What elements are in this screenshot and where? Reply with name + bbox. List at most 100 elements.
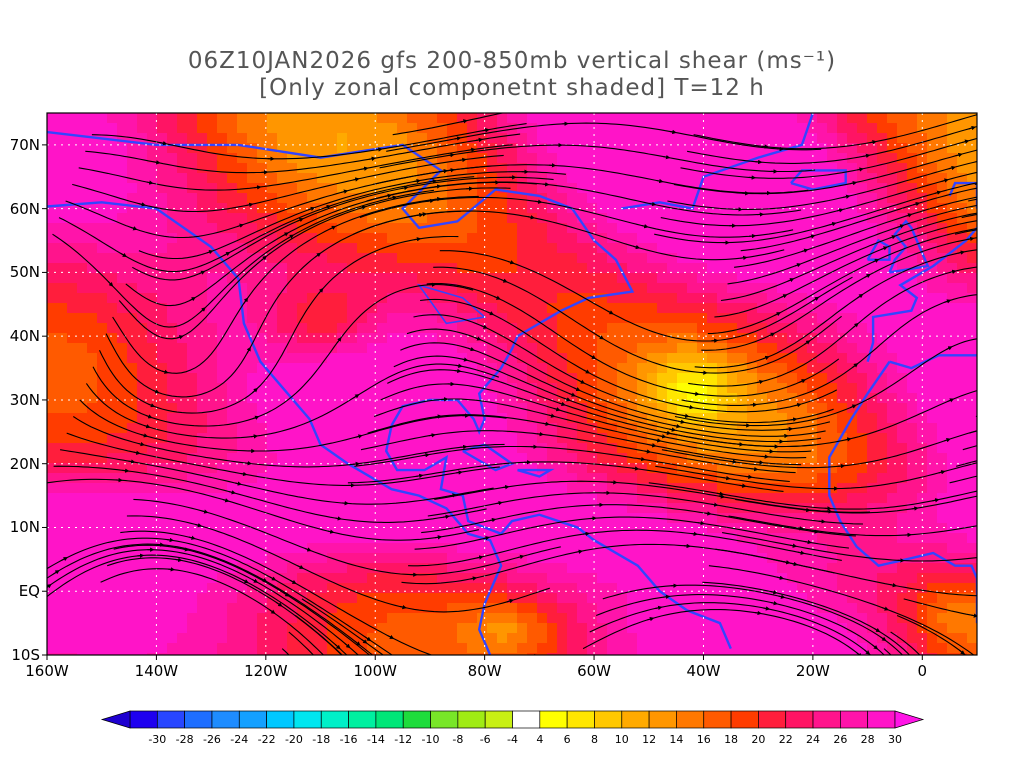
field-cell: [467, 263, 478, 274]
field-cell: [57, 273, 68, 284]
field-cell: [287, 603, 298, 614]
field-cell: [337, 393, 348, 404]
field-cell: [167, 373, 178, 384]
field-cell: [287, 583, 298, 594]
field-cell: [437, 293, 448, 304]
field-cell: [237, 483, 248, 494]
field-cell: [697, 553, 708, 564]
field-cell: [567, 353, 578, 364]
field-cell: [167, 543, 178, 554]
field-cell: [67, 133, 78, 144]
field-cell: [767, 223, 778, 234]
field-cell: [567, 223, 578, 234]
field-cell: [427, 243, 438, 254]
field-cell: [177, 313, 188, 324]
field-cell: [177, 273, 188, 284]
field-cell: [237, 113, 248, 124]
field-cell: [47, 613, 58, 624]
field-cell: [767, 383, 778, 394]
field-cell: [107, 393, 118, 404]
field-cell: [217, 543, 228, 554]
field-cell: [357, 563, 368, 574]
field-cell: [117, 453, 128, 464]
field-cell: [627, 113, 638, 124]
field-cell: [277, 293, 288, 304]
field-cell: [507, 213, 518, 224]
field-cell: [797, 163, 808, 174]
field-cell: [317, 323, 328, 334]
field-cell: [497, 413, 508, 424]
field-cell: [297, 163, 308, 174]
field-cell: [167, 163, 178, 174]
field-cell: [627, 473, 638, 484]
field-cell: [57, 383, 68, 394]
field-cell: [487, 203, 498, 214]
field-cell: [627, 563, 638, 574]
field-cell: [737, 393, 748, 404]
field-cell: [367, 503, 378, 514]
field-cell: [867, 223, 878, 234]
field-cell: [577, 513, 588, 524]
field-cell: [717, 333, 728, 344]
field-cell: [267, 353, 278, 364]
field-cell: [277, 603, 288, 614]
field-cell: [367, 563, 378, 574]
field-cell: [617, 273, 628, 284]
field-cell: [647, 333, 658, 344]
field-cell: [817, 493, 828, 504]
field-cell: [577, 243, 588, 254]
field-cell: [277, 433, 288, 444]
field-cell: [647, 383, 658, 394]
field-cell: [337, 173, 348, 184]
field-cell: [567, 603, 578, 614]
field-cell: [87, 253, 98, 264]
field-cell: [517, 193, 528, 204]
field-cell: [647, 173, 658, 184]
field-cell: [757, 133, 768, 144]
field-cell: [147, 153, 158, 164]
field-cell: [627, 123, 638, 134]
field-cell: [947, 443, 958, 454]
field-cell: [377, 303, 388, 314]
field-cell: [747, 423, 758, 434]
field-cell: [147, 163, 158, 174]
field-cell: [477, 333, 488, 344]
field-cell: [867, 473, 878, 484]
field-cell: [87, 203, 98, 214]
field-cell: [297, 543, 308, 554]
field-cell: [697, 643, 708, 654]
field-cell: [437, 243, 448, 254]
field-cell: [637, 363, 648, 374]
field-cell: [227, 413, 238, 424]
field-cell: [337, 123, 348, 134]
field-cell: [117, 223, 128, 234]
field-cell: [167, 193, 178, 204]
field-cell: [507, 363, 518, 374]
field-cell: [377, 173, 388, 184]
field-cell: [457, 463, 468, 474]
field-cell: [257, 203, 268, 214]
field-cell: [777, 293, 788, 304]
field-cell: [947, 413, 958, 424]
field-cell: [877, 383, 888, 394]
field-cell: [327, 153, 338, 164]
field-cell: [197, 473, 208, 484]
field-cell: [77, 443, 88, 454]
field-cell: [237, 573, 248, 584]
field-cell: [527, 373, 538, 384]
field-cell: [727, 553, 738, 564]
field-cell: [117, 213, 128, 224]
field-cell: [747, 543, 758, 554]
field-cell: [587, 653, 598, 655]
field-cell: [467, 313, 478, 324]
field-cell: [527, 453, 538, 464]
field-cell: [657, 403, 668, 414]
field-cell: [607, 263, 618, 274]
field-cell: [737, 413, 748, 424]
field-cell: [327, 333, 338, 344]
field-cell: [487, 273, 498, 284]
field-cell: [547, 133, 558, 144]
field-cell: [427, 453, 438, 464]
field-cell: [327, 353, 338, 364]
field-cell: [627, 653, 638, 655]
